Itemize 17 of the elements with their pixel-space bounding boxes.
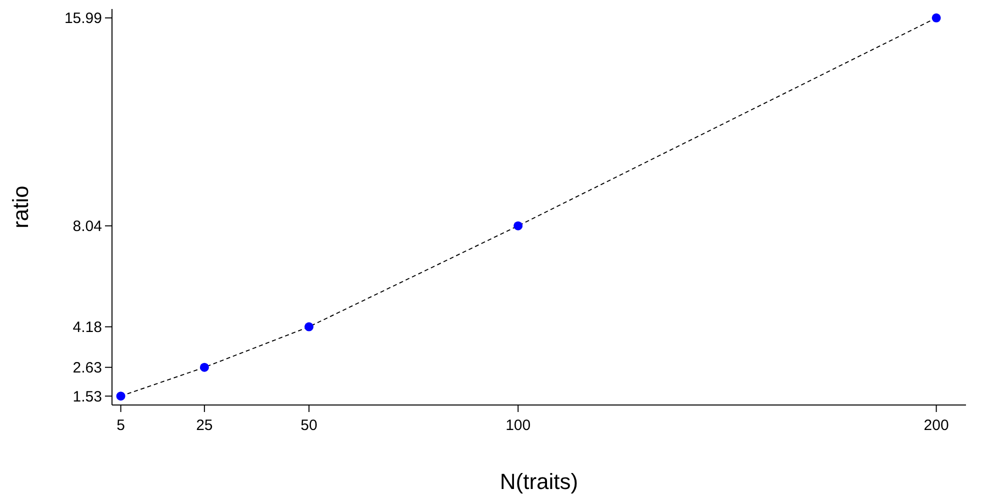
point	[304, 322, 314, 332]
y-axis-title: ratio	[8, 186, 33, 228]
point	[514, 221, 523, 230]
x-tick-label: 25	[196, 417, 213, 434]
y-tick-label: 2.63	[72, 360, 102, 377]
point	[116, 392, 126, 401]
y-tick-label: 8.04	[72, 218, 102, 236]
y-tick-label: 4.18	[72, 319, 102, 336]
x-axis-title: N(traits)	[500, 469, 578, 494]
x-tick-label: 100	[506, 417, 531, 434]
point	[200, 362, 209, 372]
y-tick-label: 1.53	[72, 388, 102, 406]
x-tick-label: 50	[300, 417, 318, 434]
point	[932, 13, 941, 22]
x-tick-label: 200	[924, 417, 949, 434]
x-tick-label: 5	[116, 417, 125, 434]
y-tick-label: 15.99	[64, 10, 102, 28]
